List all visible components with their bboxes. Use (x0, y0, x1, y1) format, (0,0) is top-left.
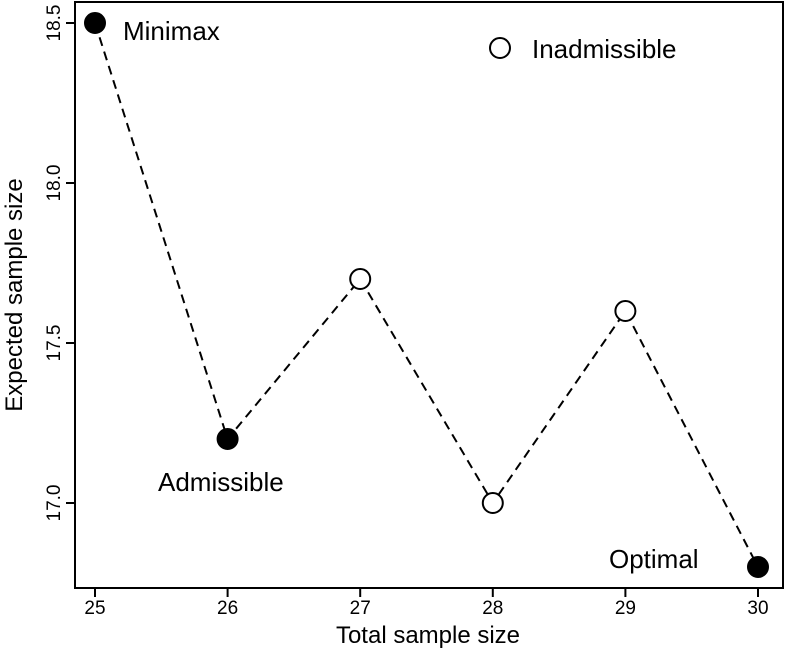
x-tick-label: 25 (84, 598, 105, 619)
x-axis-title: Total sample size (336, 622, 520, 649)
open-point (481, 492, 504, 514)
x-tick-label: 30 (747, 598, 768, 619)
legend: Inadmissible (489, 34, 677, 64)
data-points (84, 12, 769, 578)
y-tick-label: 18.0 (44, 165, 65, 202)
legend-label: Inadmissible (532, 34, 677, 64)
series-line (94, 22, 759, 568)
annotation-optimal: Optimal (609, 544, 699, 574)
y-axis-title: Expected sample size (1, 178, 28, 411)
plot-frame (74, 1, 784, 589)
x-tick-label: 28 (482, 598, 503, 619)
legend-open-circle-icon (489, 37, 511, 59)
open-point (614, 300, 637, 322)
y-tick-label: 17.5 (44, 325, 65, 362)
y-tick-label: 18.5 (44, 5, 65, 42)
x-axis: 25 26 27 28 29 30 (84, 588, 769, 619)
x-tick-label: 27 (350, 598, 371, 619)
filled-point (747, 556, 769, 578)
filled-point (216, 428, 239, 450)
y-tick-label: 17.0 (44, 485, 65, 522)
x-tick-label: 26 (217, 598, 238, 619)
annotation-admissible: Admissible (158, 467, 284, 497)
y-axis: 17.0 17.5 18.0 18.5 (44, 5, 75, 522)
filled-point (84, 12, 106, 34)
x-tick-label: 29 (615, 598, 636, 619)
open-point (349, 268, 372, 290)
annotation-minimax: Minimax (123, 16, 220, 46)
